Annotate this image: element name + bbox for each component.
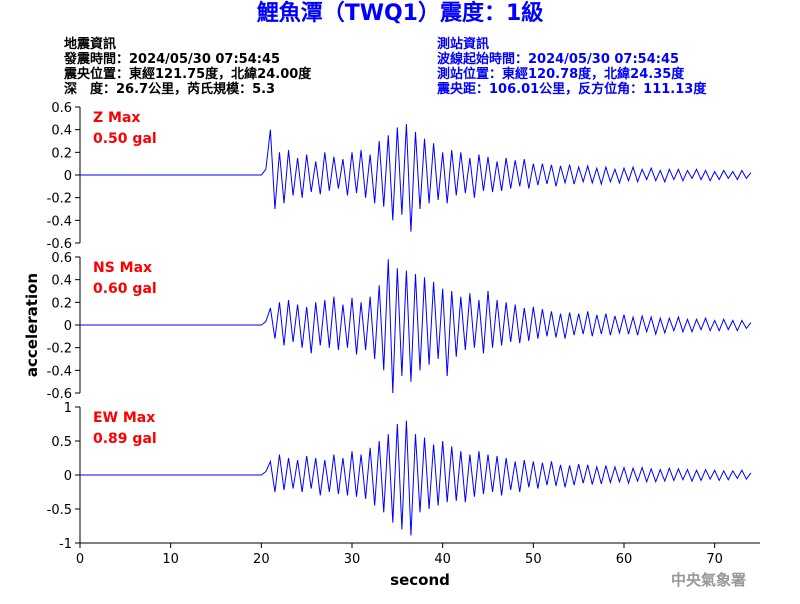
x-tick-label: 60 bbox=[616, 552, 633, 567]
info-line: 震央距：106.01公里，反方位角：111.13度 bbox=[436, 81, 707, 97]
info-line: 發震時間：2024/05/30 07:54:45 bbox=[63, 51, 280, 67]
y-tick-label: 0.4 bbox=[51, 124, 72, 139]
y-axis-label: acceleration bbox=[23, 273, 41, 377]
y-tick-label: 0.4 bbox=[51, 274, 72, 289]
y-tick-label: -1 bbox=[59, 537, 72, 552]
event-info: 地震資訊 發震時間：2024/05/30 07:54:45 震央位置：東經121… bbox=[63, 36, 312, 97]
x-axis-label: second bbox=[390, 571, 450, 589]
y-tick-label: -0.6 bbox=[47, 387, 72, 402]
x-tick-label: 70 bbox=[706, 552, 723, 567]
y-tick-label: 0.2 bbox=[51, 146, 72, 161]
y-tick-label: 1 bbox=[64, 401, 72, 416]
x-tick-label: 30 bbox=[344, 552, 361, 567]
y-tick-label: 0 bbox=[64, 169, 72, 184]
station-info: 測站資訊 波線起始時間：2024/05/30 07:54:45 測站位置：東經1… bbox=[436, 36, 707, 97]
x-tick-label: 0 bbox=[76, 552, 84, 567]
annotation: EW Max bbox=[93, 410, 155, 426]
y-tick-label: -0.4 bbox=[47, 214, 72, 229]
waveform bbox=[80, 123, 752, 232]
info-line: 地震資訊 bbox=[64, 36, 116, 52]
x-tick-label: 20 bbox=[253, 552, 270, 567]
waveform bbox=[80, 420, 752, 536]
footer: 中央氣象署 bbox=[671, 571, 746, 589]
title: 鯉魚潭（TWQ1）震度：1級 bbox=[257, 0, 544, 26]
info-line: 波線起始時間：2024/05/30 07:54:45 bbox=[437, 51, 679, 67]
y-tick-label: -0.2 bbox=[47, 192, 72, 207]
annotation: 0.50 gal bbox=[93, 131, 157, 147]
x-tick-label: 40 bbox=[434, 552, 451, 567]
y-tick-label: 0 bbox=[64, 319, 72, 334]
y-tick-label: -0.2 bbox=[47, 342, 72, 357]
y-tick-label: -0.4 bbox=[47, 364, 72, 379]
y-tick-label: 0.2 bbox=[51, 296, 72, 311]
y-tick-label: 0.6 bbox=[51, 251, 72, 266]
y-tick-label: 0.5 bbox=[51, 435, 72, 450]
x-tick-label: 10 bbox=[162, 552, 179, 567]
waveform bbox=[80, 259, 752, 394]
info-line: 測站資訊 bbox=[437, 36, 489, 52]
annotation: Z Max bbox=[93, 110, 140, 126]
y-tick-label: 0.6 bbox=[51, 101, 72, 116]
y-tick-label: -0.5 bbox=[47, 503, 72, 518]
annotation: 0.89 gal bbox=[93, 431, 157, 447]
annotation: 0.60 gal bbox=[93, 281, 157, 297]
annotation: NS Max bbox=[93, 260, 152, 276]
info-line: 測站位置：東經120.78度，北緯24.35度 bbox=[437, 66, 685, 82]
info-line: 深 度：26.7公里，芮氏規模：5.3 bbox=[64, 81, 275, 97]
x-tick-label: 50 bbox=[525, 552, 542, 567]
y-tick-label: 0 bbox=[64, 469, 72, 484]
info-line: 震央位置：東經121.75度，北緯24.00度 bbox=[63, 66, 312, 82]
y-tick-label: -0.6 bbox=[47, 237, 72, 252]
